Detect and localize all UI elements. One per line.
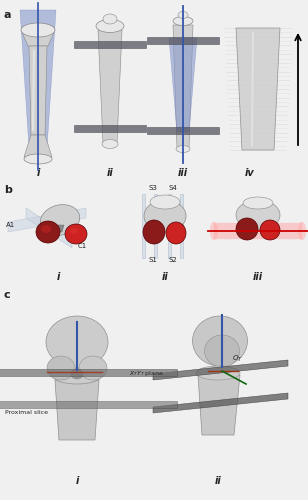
Text: c: c	[4, 290, 10, 300]
Ellipse shape	[47, 356, 75, 380]
Text: i: i	[75, 476, 79, 486]
Polygon shape	[198, 375, 240, 435]
Ellipse shape	[236, 200, 280, 230]
Polygon shape	[0, 369, 177, 376]
Text: A1: A1	[6, 222, 15, 228]
Text: S1: S1	[148, 257, 157, 263]
Polygon shape	[24, 135, 52, 157]
Ellipse shape	[298, 222, 306, 240]
Ellipse shape	[24, 154, 52, 164]
Text: C1: C1	[78, 243, 87, 249]
Polygon shape	[153, 393, 288, 413]
Text: ii: ii	[162, 272, 168, 282]
Polygon shape	[0, 401, 177, 408]
Polygon shape	[55, 380, 99, 440]
Ellipse shape	[260, 220, 280, 240]
Polygon shape	[74, 41, 146, 48]
Polygon shape	[169, 38, 197, 132]
Ellipse shape	[79, 356, 107, 380]
Polygon shape	[153, 360, 288, 380]
Text: iv: iv	[245, 168, 255, 178]
Polygon shape	[147, 127, 219, 134]
Polygon shape	[180, 194, 183, 258]
Ellipse shape	[173, 16, 193, 26]
Ellipse shape	[176, 146, 190, 152]
Polygon shape	[26, 208, 72, 248]
Polygon shape	[168, 194, 171, 258]
Text: $O_T$: $O_T$	[232, 354, 243, 364]
Ellipse shape	[143, 220, 165, 244]
Ellipse shape	[65, 224, 87, 244]
Ellipse shape	[210, 222, 218, 240]
Polygon shape	[29, 46, 47, 135]
Polygon shape	[142, 194, 145, 258]
Ellipse shape	[70, 228, 78, 234]
Ellipse shape	[243, 197, 273, 209]
Ellipse shape	[71, 369, 83, 379]
Polygon shape	[21, 30, 55, 46]
Ellipse shape	[178, 12, 188, 18]
Ellipse shape	[41, 225, 51, 233]
Polygon shape	[98, 30, 122, 143]
Ellipse shape	[196, 366, 240, 380]
Ellipse shape	[36, 221, 60, 243]
Ellipse shape	[166, 222, 186, 244]
Text: a: a	[4, 10, 11, 20]
Polygon shape	[173, 25, 193, 148]
Polygon shape	[8, 208, 86, 232]
Ellipse shape	[46, 316, 108, 368]
Polygon shape	[20, 10, 56, 163]
Ellipse shape	[53, 368, 101, 384]
Ellipse shape	[102, 140, 118, 148]
Ellipse shape	[205, 335, 240, 367]
Polygon shape	[74, 125, 146, 132]
Ellipse shape	[150, 195, 180, 209]
Ellipse shape	[144, 200, 186, 232]
Polygon shape	[236, 28, 280, 150]
Ellipse shape	[236, 218, 258, 240]
Text: iii: iii	[253, 272, 263, 282]
Text: $X_TY_T$ plane: $X_TY_T$ plane	[129, 370, 164, 378]
Text: i: i	[36, 168, 40, 178]
Polygon shape	[56, 225, 64, 232]
Polygon shape	[214, 223, 302, 239]
Ellipse shape	[40, 204, 80, 236]
Ellipse shape	[96, 20, 124, 32]
Text: ii: ii	[107, 168, 113, 178]
Polygon shape	[147, 37, 219, 44]
Text: i: i	[56, 272, 60, 282]
Text: S3: S3	[148, 185, 157, 191]
Ellipse shape	[103, 14, 117, 24]
Text: S4: S4	[168, 185, 177, 191]
Text: Proximal slice: Proximal slice	[5, 410, 48, 414]
Text: ii: ii	[215, 476, 221, 486]
Text: b: b	[4, 185, 12, 195]
Ellipse shape	[192, 316, 248, 366]
Ellipse shape	[21, 23, 55, 37]
Text: S2: S2	[168, 257, 177, 263]
Text: iii: iii	[178, 168, 188, 178]
Polygon shape	[154, 194, 157, 258]
